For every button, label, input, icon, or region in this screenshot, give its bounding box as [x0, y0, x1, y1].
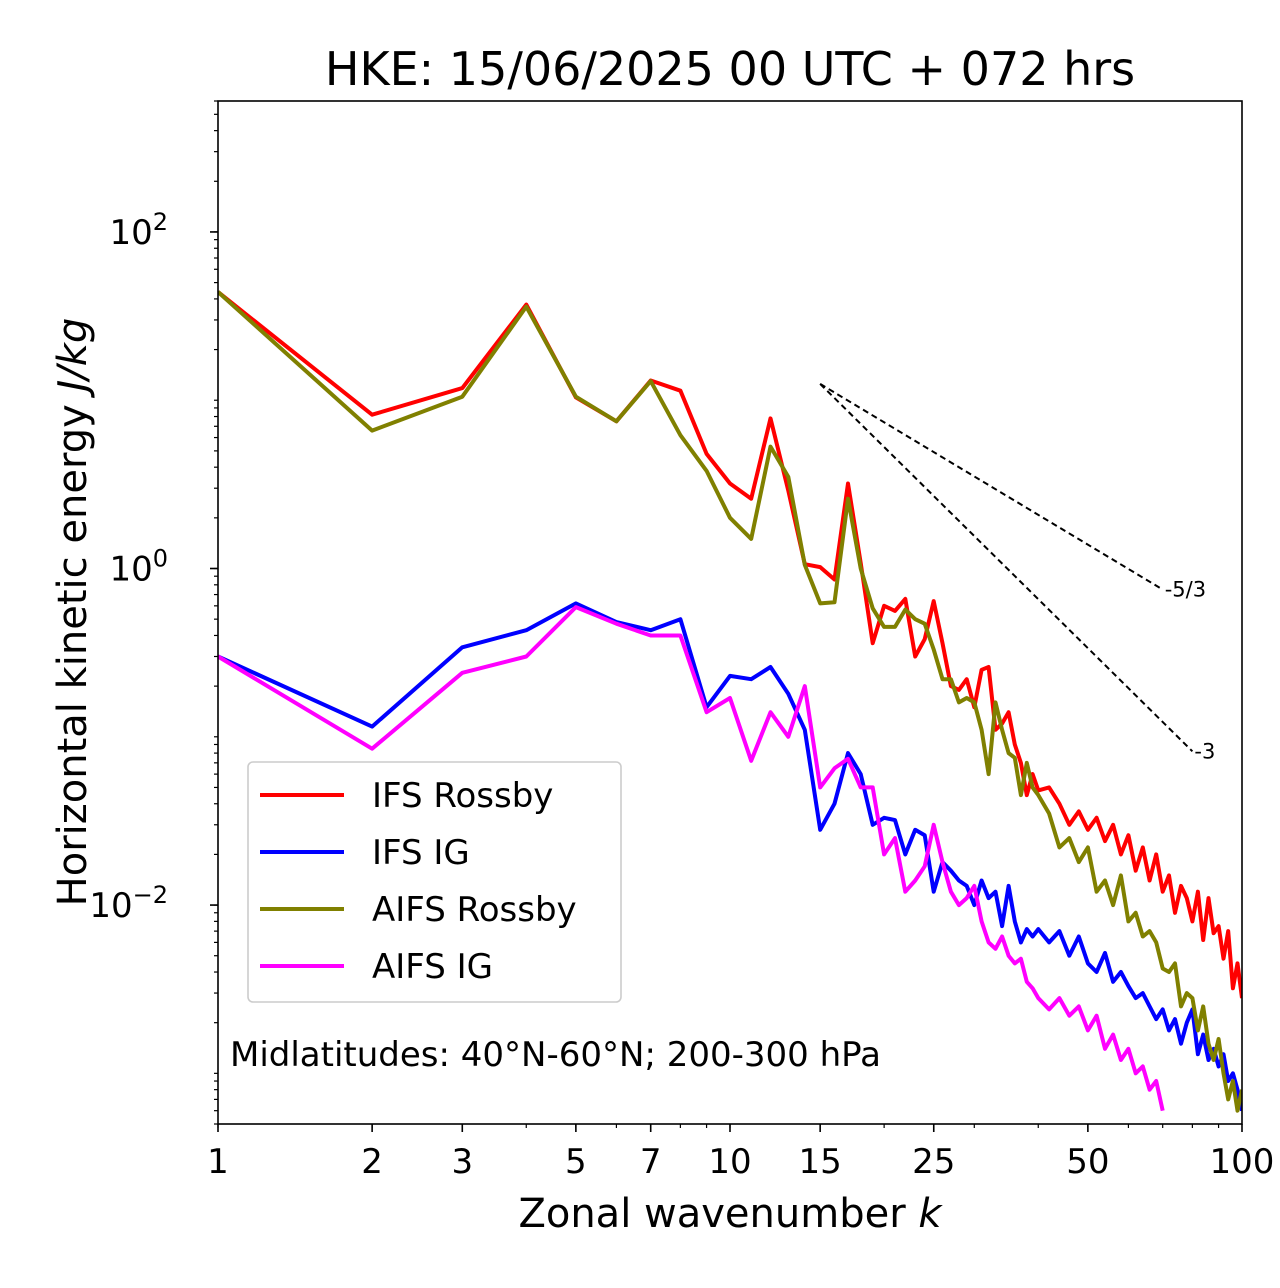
y-axis-label-text: Horizontal kinetic energy [50, 404, 96, 906]
y-axis-ticks: 102 100 10−2 [89, 100, 218, 1125]
legend-label-aifs-ig: AIFS IG [372, 947, 493, 987]
x-tick-label: 7 [640, 1142, 662, 1182]
y-tick-label: 100 [109, 545, 168, 590]
legend-box [247, 761, 622, 1003]
legend-items: IFS Rossby IFS IG AIFS Rossby AIFS IG [260, 776, 577, 987]
x-axis-label: Zonal wavenumber k [518, 1191, 943, 1237]
legend-label-aifs-rossby: AIFS Rossby [372, 890, 577, 930]
x-axis-label-variable: k [918, 1191, 943, 1237]
legend: IFS Rossby IFS IG AIFS Rossby AIFS IG [247, 761, 622, 1003]
y-tick-label: 102 [109, 208, 168, 253]
x-tick-label: 25 [912, 1142, 955, 1182]
y-axis-label: Horizontal kinetic energy J/kg [50, 318, 96, 907]
reference-line-2 [819, 383, 1194, 752]
reference-line-1 [819, 383, 1164, 591]
series-layer [218, 290, 1242, 1113]
legend-label-ifs-ig: IFS IG [372, 833, 470, 873]
x-tick-label: 5 [565, 1142, 587, 1182]
x-axis-ticks: 1 2 3 5 7 10 15 25 50 100 [207, 1124, 1274, 1182]
y-tick-label: 10−2 [89, 881, 168, 926]
x-tick-label: 10 [708, 1142, 751, 1182]
x-tick-label: 2 [361, 1142, 383, 1182]
legend-label-ifs-rossby: IFS Rossby [372, 776, 553, 816]
x-tick-label: 3 [451, 1142, 473, 1182]
x-tick-label: 1 [207, 1142, 229, 1182]
reference-slope-lines: -5/3 -3 [819, 383, 1215, 763]
series-line-ifs-rossby [218, 290, 1242, 999]
x-axis-label-text: Zonal wavenumber [518, 1191, 906, 1237]
series-line-ifs-ig [218, 601, 1242, 1112]
reference-line-label-2: -3 [1194, 739, 1215, 763]
chart-title: HKE: 15/06/2025 00 UTC + 072 hrs [325, 42, 1135, 96]
x-tick-label: 15 [799, 1142, 842, 1182]
region-annotation: Midlatitudes: 40°N-60°N; 200-300 hPa [230, 1035, 881, 1075]
series-line-aifs-ig [218, 605, 1165, 1112]
x-tick-label: 100 [1210, 1142, 1275, 1182]
x-tick-label: 50 [1066, 1142, 1109, 1182]
reference-line-label-1: -5/3 [1165, 578, 1206, 602]
y-axis-label-units: J/kg [50, 318, 96, 399]
series-line-aifs-rossby [218, 290, 1242, 1113]
